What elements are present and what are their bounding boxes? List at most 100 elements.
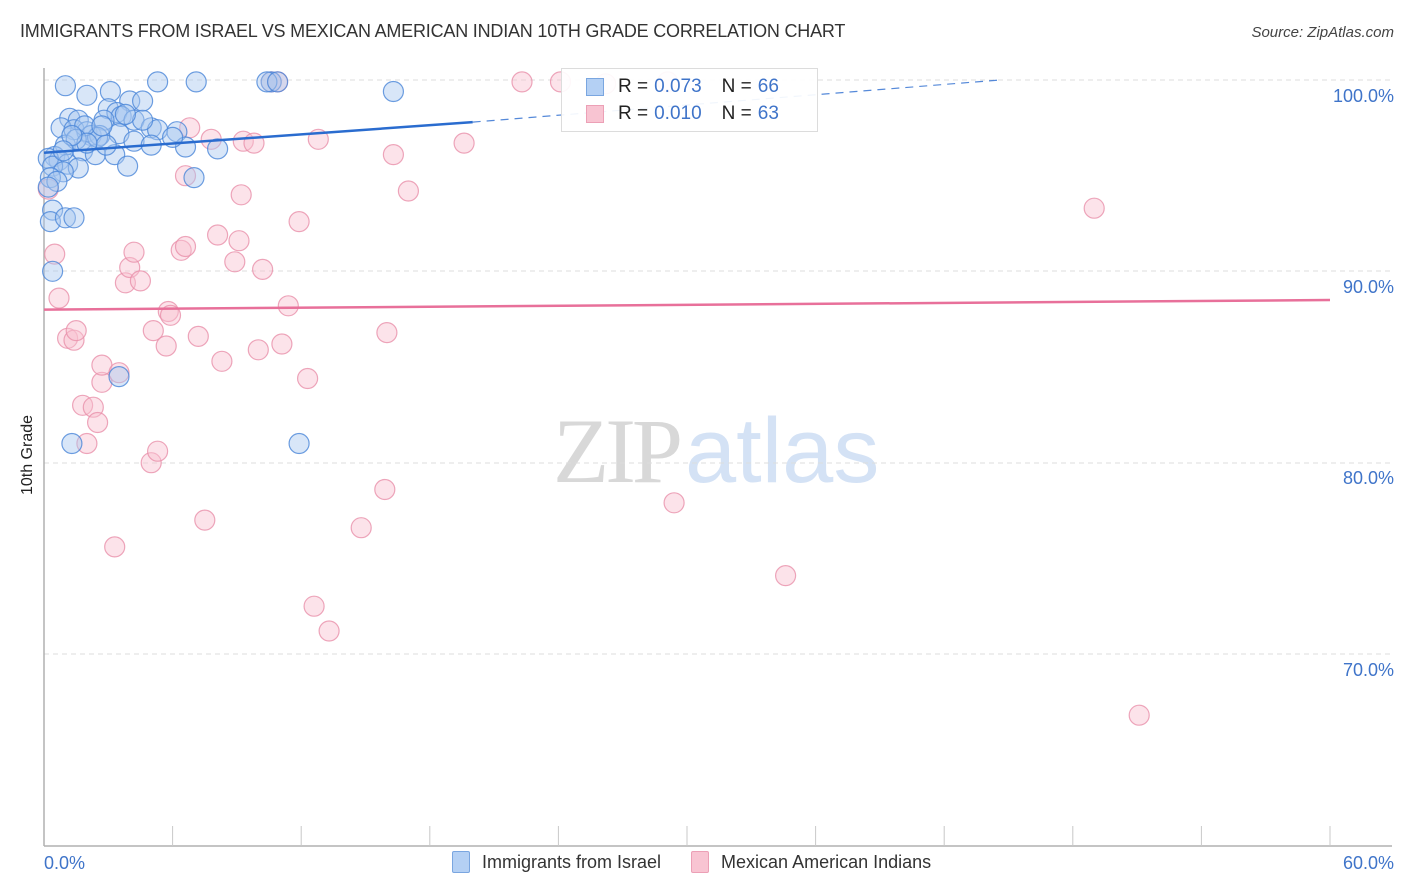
data-point[interactable] (297, 367, 319, 390)
data-point[interactable] (256, 71, 278, 93)
data-point[interactable] (382, 144, 404, 166)
y-tick-90: 90.0% (1342, 277, 1394, 297)
data-point[interactable] (774, 564, 797, 587)
data-point[interactable] (41, 260, 64, 282)
series-immigrants-from-israel (37, 71, 404, 455)
legend-r-label: R = (618, 103, 649, 124)
y-tick-100: 100.0% (1332, 86, 1394, 106)
data-point[interactable] (76, 84, 98, 106)
data-point[interactable] (374, 478, 396, 501)
data-point[interactable] (157, 300, 179, 323)
series-mexican-american-indians (37, 71, 1150, 726)
data-point[interactable] (303, 595, 325, 617)
data-point[interactable] (211, 350, 233, 372)
data-point[interactable] (95, 134, 117, 156)
data-point[interactable] (155, 335, 177, 357)
legend-swatch-blue (452, 851, 470, 873)
data-point[interactable] (232, 130, 254, 152)
legend-r-value: 0.010 (654, 103, 702, 124)
legend-label-mexican: Mexican American Indians (721, 851, 932, 872)
data-point[interactable] (44, 243, 66, 265)
data-point[interactable] (288, 211, 310, 233)
data-point[interactable] (170, 239, 192, 261)
data-point[interactable] (376, 322, 398, 344)
data-point[interactable] (453, 132, 475, 154)
data-point[interactable] (230, 184, 252, 206)
data-point[interactable] (91, 115, 113, 137)
data-point[interactable] (147, 71, 169, 93)
data-point[interactable] (123, 130, 145, 152)
data-point[interactable] (511, 71, 533, 93)
data-point[interactable] (382, 80, 404, 103)
data-point[interactable] (132, 109, 154, 131)
data-point[interactable] (271, 333, 293, 355)
trend-line-mexican (43, 298, 1331, 311)
trend-lines (43, 79, 1331, 311)
legend-label-israel: Immigrants from Israel (482, 851, 662, 872)
data-point[interactable] (1128, 704, 1150, 726)
data-point[interactable] (104, 536, 126, 558)
legend-item-mexican[interactable]: Mexican American Indians (691, 851, 931, 873)
data-point[interactable] (207, 224, 229, 246)
data-point[interactable] (86, 411, 109, 434)
data-point[interactable] (54, 75, 77, 97)
data-point[interactable] (187, 325, 209, 347)
legend-row-mexican: R = 0.010 N = 63 (586, 102, 779, 126)
trend-line-israel (43, 120, 473, 154)
data-point[interactable] (63, 207, 85, 229)
data-point[interactable] (183, 167, 205, 189)
data-point[interactable] (114, 103, 137, 126)
data-point[interactable] (397, 180, 419, 202)
data-point[interactable] (54, 207, 77, 229)
data-point[interactable] (129, 270, 151, 292)
data-point[interactable] (159, 304, 182, 326)
data-point[interactable] (350, 517, 372, 539)
data-point[interactable] (207, 138, 229, 160)
data-point[interactable] (76, 432, 98, 455)
data-point[interactable] (267, 71, 289, 93)
watermark-zip: ZIP (553, 400, 683, 502)
data-point[interactable] (61, 432, 83, 455)
data-point[interactable] (288, 432, 310, 455)
data-point[interactable] (1083, 197, 1105, 219)
legend-item-israel[interactable]: Immigrants from Israel (452, 851, 661, 873)
data-point[interactable] (123, 241, 145, 263)
series-legend: Immigrants from Israel Mexican American … (452, 851, 961, 873)
data-point[interactable] (174, 235, 197, 258)
data-point[interactable] (142, 320, 164, 342)
trend-line-israel-extrapolated (472, 79, 1000, 123)
data-point[interactable] (91, 371, 113, 393)
data-point[interactable] (108, 366, 130, 388)
x-tick-0: 0.0% (44, 853, 86, 873)
data-point[interactable] (247, 339, 269, 361)
data-point[interactable] (185, 71, 207, 93)
data-point[interactable] (71, 394, 94, 416)
data-point[interactable] (116, 155, 139, 177)
data-point[interactable] (99, 80, 122, 103)
data-point[interactable] (194, 509, 216, 531)
watermark: ZIPatlas (553, 405, 879, 497)
legend-swatch-pink (691, 851, 710, 873)
axes (43, 68, 1392, 847)
x-ticks (172, 826, 1331, 846)
data-point[interactable] (37, 176, 59, 198)
data-point[interactable] (132, 90, 154, 112)
correlation-legend: R = 0.073 N = 66 R = 0.010 N = 63 (561, 68, 818, 132)
y-tick-70: 70.0% (1342, 660, 1394, 680)
data-point[interactable] (318, 620, 340, 642)
data-point[interactable] (277, 295, 299, 317)
source-label: Source: ZipAtlas.com (1251, 24, 1394, 41)
legend-r-value: 0.073 (654, 76, 702, 97)
legend-swatch-blue (586, 78, 604, 96)
data-point[interactable] (48, 287, 70, 309)
data-point[interactable] (663, 492, 685, 514)
data-point[interactable] (228, 230, 250, 252)
data-point[interactable] (252, 258, 274, 280)
data-point[interactable] (224, 251, 246, 273)
data-point[interactable] (65, 320, 87, 342)
data-point[interactable] (147, 440, 169, 462)
data-point[interactable] (140, 452, 162, 474)
data-point[interactable] (174, 165, 197, 187)
y-tick-80: 80.0% (1342, 468, 1394, 488)
